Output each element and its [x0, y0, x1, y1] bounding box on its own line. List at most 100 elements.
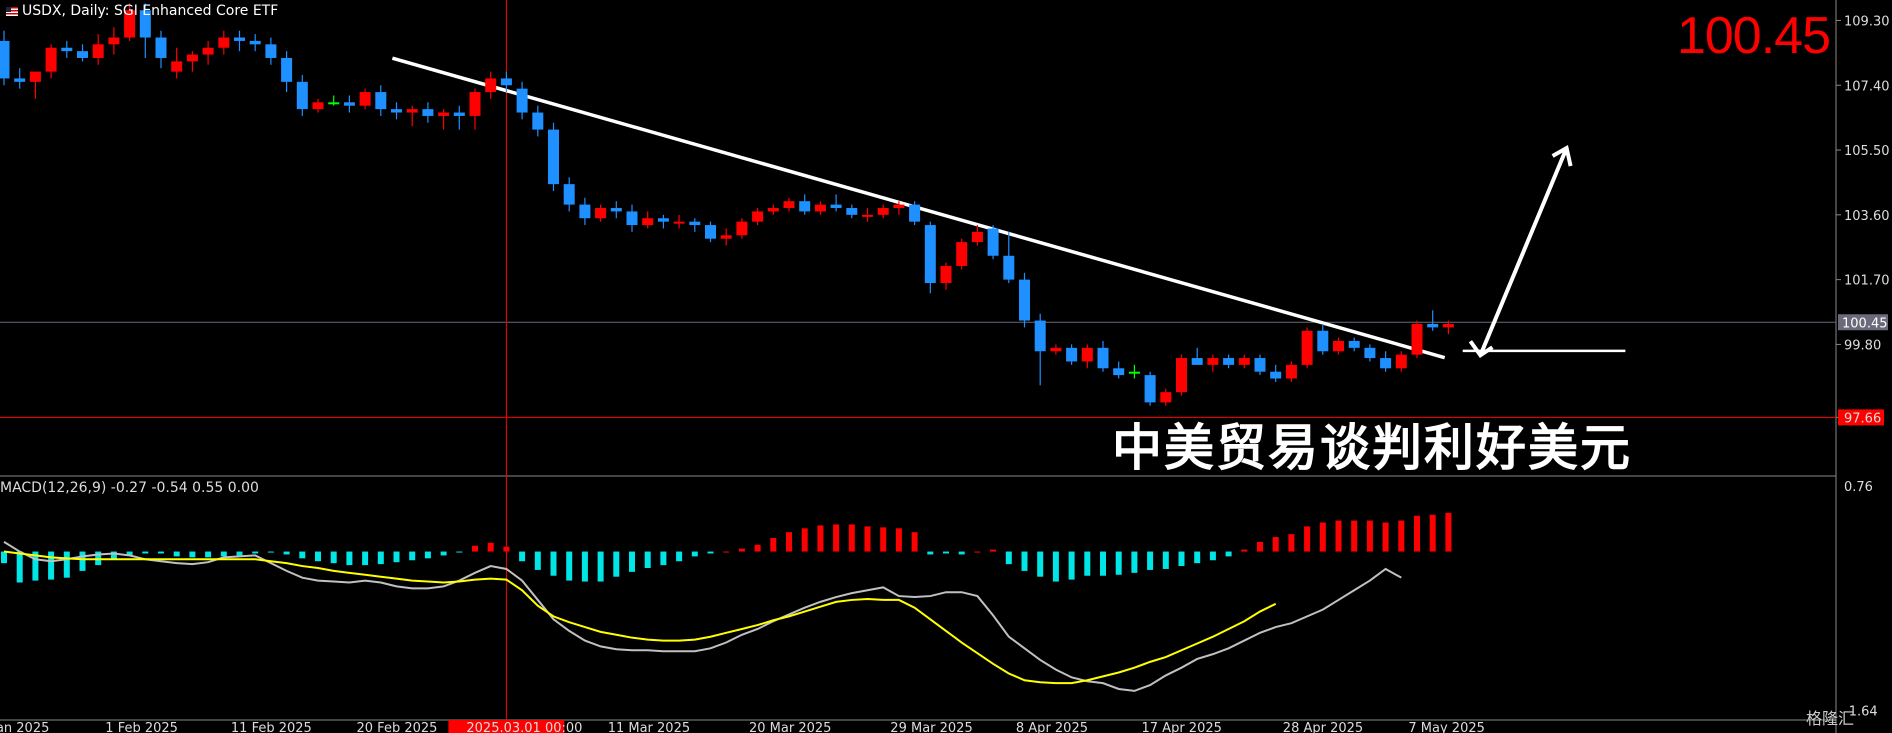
time-tick-label: 11 Mar 2025: [608, 721, 690, 733]
macd-histogram-bar: [1382, 522, 1389, 552]
price-tick-label: 107.40: [1844, 79, 1890, 94]
macd-histogram-bar: [1037, 551, 1044, 577]
candle-body: [438, 112, 450, 116]
candle-body: [296, 81, 308, 110]
macd-histogram-bar: [1366, 520, 1373, 552]
macd-histogram-bar: [1100, 551, 1106, 576]
candle-body: [124, 10, 136, 38]
macd-histogram-bar: [1115, 551, 1122, 575]
macd-histogram-bar: [1068, 551, 1075, 580]
candle-body: [328, 102, 340, 105]
candle-body: [45, 47, 57, 72]
macd-histogram-bar: [707, 551, 714, 554]
macd-histogram-bar: [1005, 551, 1012, 565]
macd-histogram-bar: [990, 549, 997, 552]
candle-body: [186, 54, 198, 62]
macd-histogram-bar: [864, 526, 871, 552]
candle-body: [453, 112, 465, 116]
candle-body: [909, 204, 921, 222]
macd-histogram-bar: [1351, 520, 1358, 552]
macd-histogram-bar: [1335, 520, 1342, 552]
candle-body: [1270, 371, 1282, 379]
macd-histogram-bar: [534, 551, 541, 570]
candle-body: [249, 40, 261, 45]
macd-histogram-bar: [754, 544, 761, 552]
macd-histogram-bar: [1272, 537, 1279, 552]
candle-body: [956, 242, 968, 266]
macd-histogram-bar: [1, 551, 7, 564]
macd-histogram-bar: [252, 551, 259, 554]
macd-histogram-bar: [1194, 551, 1201, 564]
candle-body: [1113, 368, 1125, 376]
candle-body: [469, 92, 481, 116]
macd-histogram-bar: [566, 551, 573, 581]
macd-histogram-bar: [974, 551, 981, 553]
macd-histogram-bar: [32, 551, 39, 581]
candle-body: [312, 102, 324, 110]
current-price-tag: 100.45: [1842, 316, 1888, 331]
macd-histogram-bar: [440, 551, 447, 556]
candle-body: [642, 218, 654, 226]
macd-histogram-bar: [613, 551, 620, 577]
macd-histogram-bar: [1147, 551, 1154, 570]
macd-histogram-bar: [691, 551, 698, 557]
candle-body: [1238, 358, 1250, 365]
macd-histogram-bar: [1241, 549, 1248, 552]
macd-tick-label: 0.76: [1844, 480, 1873, 495]
projection-arrow-head: [1551, 144, 1573, 167]
macd-histogram-bar: [1288, 534, 1295, 552]
candle-body: [77, 51, 88, 58]
macd-histogram-bar: [895, 528, 902, 552]
candle-body: [1301, 330, 1313, 365]
candle-body: [1223, 358, 1235, 365]
candle-body: [1333, 341, 1344, 352]
candle-body: [783, 201, 795, 209]
macd-histogram-bar: [330, 551, 337, 564]
macd-label: MACD(12,26,9) -0.27 -0.54 0.55 0.00: [0, 480, 259, 496]
macd-histogram-bar: [1084, 551, 1091, 576]
candle-body: [265, 44, 277, 58]
headline-annotation: 中美贸易谈判利好美元: [1112, 418, 1632, 477]
macd-histogram-bar: [205, 551, 212, 558]
time-tick-label: 20 Feb 2025: [357, 721, 438, 733]
symbol-label: USDX, Daily: SGI Enhanced Core ETF: [22, 3, 279, 19]
macd-histogram-bar: [487, 542, 494, 552]
macd-histogram-bar: [660, 551, 667, 566]
macd-histogram-bar: [220, 551, 227, 557]
macd-histogram-bar: [189, 551, 196, 558]
candle-body: [579, 204, 591, 219]
candle-body: [108, 37, 120, 45]
price-tick-label: 99.80: [1844, 338, 1881, 353]
candle-body: [799, 201, 811, 212]
candle-body: [610, 208, 622, 212]
macd-histogram-bar: [629, 551, 635, 572]
candle-body: [359, 92, 371, 106]
macd-histogram-bar: [770, 538, 777, 552]
macd-histogram-bar: [1021, 551, 1028, 571]
candle-body: [516, 88, 528, 113]
candle-body: [155, 37, 167, 58]
macd-histogram-bar: [581, 551, 588, 582]
candle-body: [406, 109, 418, 113]
candle-body: [500, 78, 512, 86]
macd-tick-label: -1.64: [1844, 704, 1878, 719]
macd-histogram-bar: [393, 551, 400, 563]
candle-body: [1081, 347, 1093, 362]
candle-body: [1034, 320, 1046, 352]
macd-histogram-bar: [943, 551, 949, 554]
candle-body: [1191, 358, 1203, 365]
macd-histogram-bar: [79, 551, 86, 571]
macd-histogram-bar: [16, 551, 23, 583]
candle-body: [171, 61, 183, 72]
macd-histogram-bar: [738, 548, 745, 552]
time-tick-label: 17 Apr 2025: [1142, 721, 1222, 733]
candle-body: [0, 40, 10, 79]
candle-body: [940, 265, 952, 284]
candle-body: [971, 231, 983, 243]
candle-body: [752, 211, 764, 222]
time-tick-label: 20 Mar 2025: [749, 721, 831, 733]
candle-body: [673, 221, 685, 224]
candle-body: [422, 109, 434, 116]
macd-histogram-bar: [519, 551, 526, 562]
macd-histogram-bar: [1445, 512, 1452, 552]
